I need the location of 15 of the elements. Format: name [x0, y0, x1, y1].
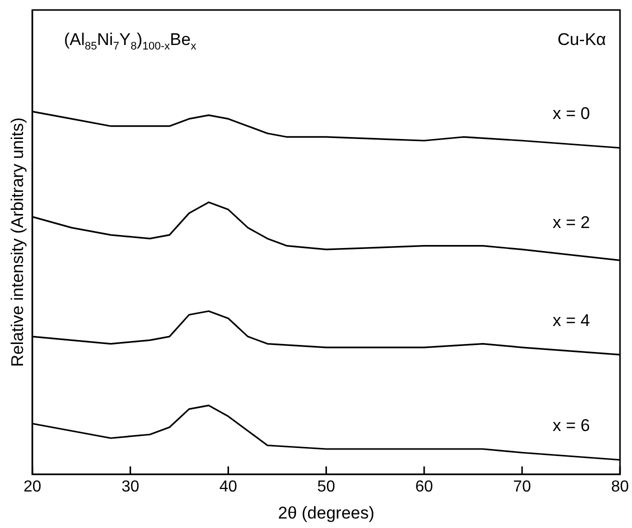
text: Cu-Kα: [557, 30, 606, 50]
series-label: x = 0: [552, 104, 590, 124]
x-tick-label: 80: [611, 478, 629, 496]
y-axis-title: Relative intensity (Arbitrary units): [8, 117, 27, 367]
x-tick-label: 40: [219, 478, 238, 496]
x-tick-label: 30: [121, 478, 140, 496]
x-tick-label: 50: [317, 478, 336, 496]
x-axis-title: 2θ (degrees): [278, 503, 374, 522]
chart-title: (Al$_{85}$Ni$_{7}$Y$_{8}$)$_{100-x}$Be$_{x}$: [64, 30, 196, 52]
series-label: x = 2: [552, 213, 590, 232]
x-tick-label: 60: [415, 478, 434, 496]
x-tick-label: 20: [24, 478, 42, 496]
series-label: x = 6: [552, 416, 590, 436]
x-tick-label: 70: [513, 478, 532, 496]
series-label: x = 4: [552, 310, 590, 330]
